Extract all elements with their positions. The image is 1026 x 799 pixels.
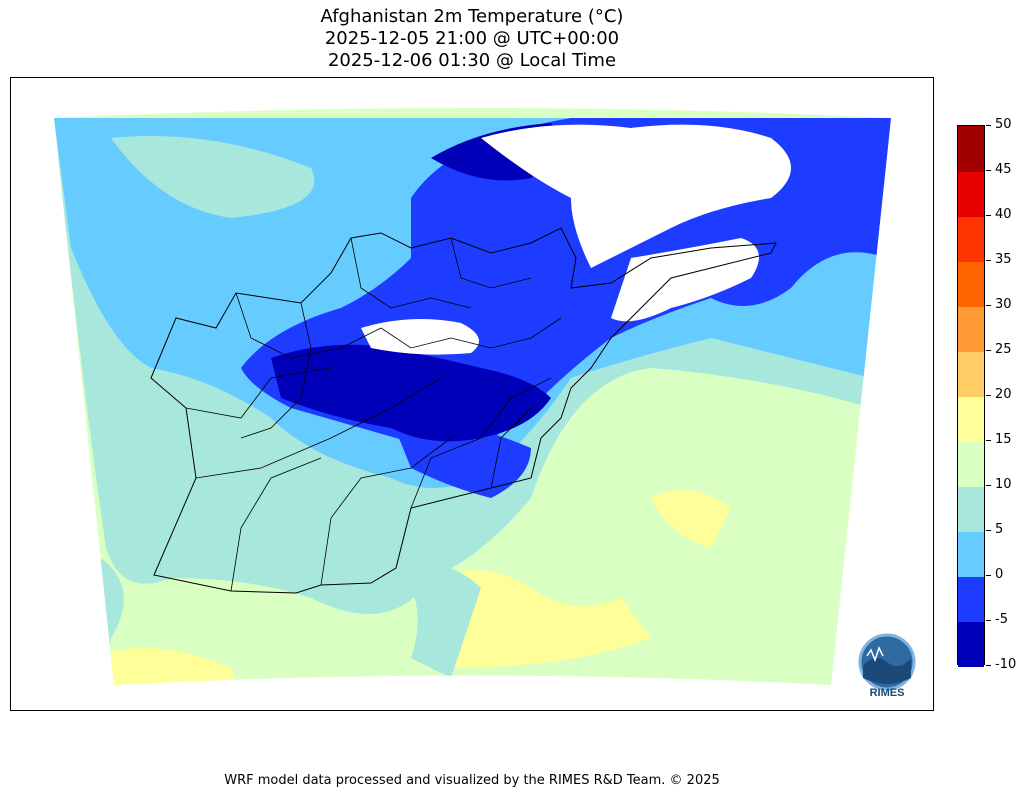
map-title: Afghanistan 2m Temperature (°C) 2025-12-… (0, 6, 944, 72)
colorbar-tick-label: -5 (995, 612, 1008, 627)
logo-text: RIMES (870, 687, 905, 699)
colorbar-tick (986, 440, 991, 441)
temp-band-5-10-lower (391, 558, 481, 678)
colorbar-tick-label: 20 (995, 387, 1012, 402)
colorbar-segment (958, 531, 984, 577)
temp-below-neg10-north (481, 124, 791, 269)
temp-band-15-20-south (441, 570, 651, 668)
colorbar-segment (958, 261, 984, 307)
title-line-3: 2025-12-06 01:30 @ Local Time (327, 50, 617, 71)
colorbar-segment (958, 126, 984, 172)
colorbar-tick-label: 40 (995, 207, 1012, 222)
afghanistan-border (150, 227, 777, 594)
colorbar-tick (986, 260, 991, 261)
province-boundaries (185, 237, 562, 592)
colorbar-tick-label: 25 (995, 342, 1012, 357)
colorbar-segment (958, 576, 984, 622)
colorbar-tick (986, 530, 991, 531)
temp-below-neg10-pamir (361, 319, 479, 355)
temp-band-15-20 (101, 648, 241, 685)
rimes-logo: RIMES (858, 633, 916, 699)
colorbar-tick-label: 5 (995, 522, 1004, 537)
colorbar-tick (986, 305, 991, 306)
colorbar-segment (958, 216, 984, 262)
colorbar-segment (958, 486, 984, 532)
colorbar-segment (958, 171, 984, 217)
colorbar-tick-label: 35 (995, 252, 1012, 267)
colorbar-tick (986, 215, 991, 216)
colorbar-tick (986, 575, 991, 576)
colorbar-tick-label: 0 (995, 567, 1004, 582)
title-line-1: Afghanistan 2m Temperature (°C) (320, 6, 624, 27)
colorbar-tick (986, 620, 991, 621)
colorbar-tick-label: 15 (995, 432, 1012, 447)
colorbar-segment (958, 441, 984, 487)
colorbar-tick (986, 170, 991, 171)
colorbar-segment (958, 306, 984, 352)
colorbar-tick-label: 45 (995, 162, 1012, 177)
colorbar-tick-label: 10 (995, 477, 1012, 492)
colorbar-segment (958, 351, 984, 397)
temp-band-15-20-east (651, 490, 731, 548)
colorbar (957, 125, 985, 667)
colorbar-tick (986, 395, 991, 396)
colorbar-tick (986, 485, 991, 486)
colorbar-tick (986, 125, 991, 126)
colorbar-tick-label: 30 (995, 297, 1012, 312)
colorbar-tick-label: 50 (995, 117, 1012, 132)
colorbar-tick (986, 665, 991, 666)
colorbar-segment (958, 396, 984, 442)
colorbar-tick (986, 350, 991, 351)
temperature-map (54, 108, 891, 685)
colorbar-tick-label: -10 (995, 657, 1017, 672)
map-frame (10, 77, 934, 711)
colorbar-segment (958, 621, 984, 667)
temp-band-0-5-north (111, 136, 315, 218)
temp-band-neg10-neg5 (271, 344, 551, 442)
footer-credit: WRF model data processed and visualized … (224, 773, 720, 788)
title-line-2: 2025-12-05 21:00 @ UTC+00:00 (324, 28, 620, 49)
